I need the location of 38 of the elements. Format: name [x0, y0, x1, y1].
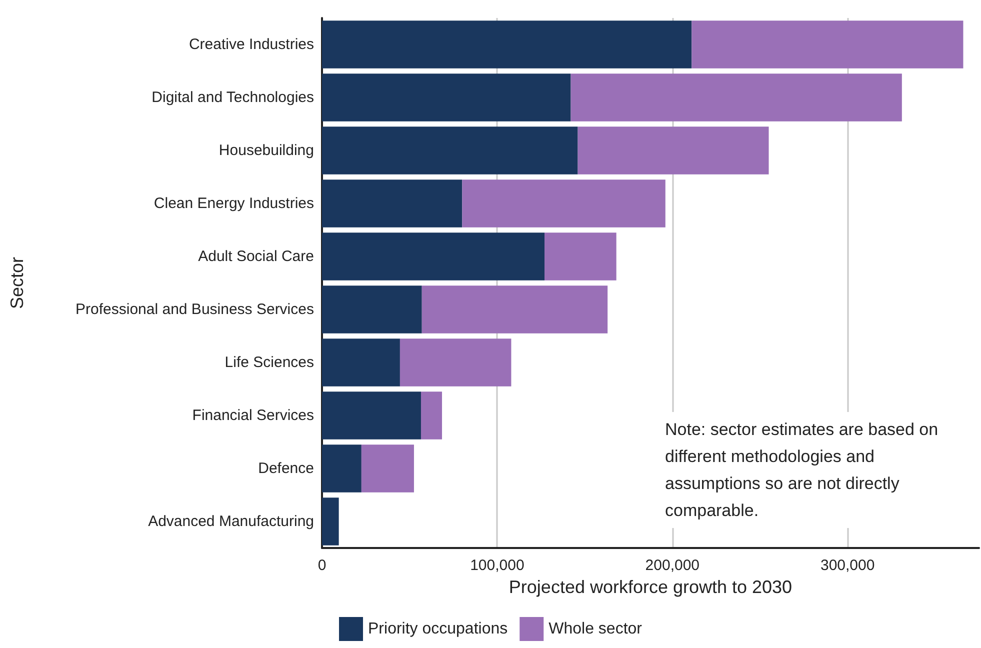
y-tick-label: Advanced Manufacturing [148, 513, 314, 530]
y-tick-label: Adult Social Care [198, 248, 314, 265]
bar [322, 74, 571, 122]
y-tick-label: Financial Services [192, 407, 314, 424]
y-tick-label: Life Sciences [224, 354, 314, 371]
y-tick-label: Clean Energy Industries [154, 195, 314, 212]
legend-label: Priority occupations [368, 620, 508, 638]
y-axis-title: Sector [7, 256, 27, 310]
x-tick-label: 300,000 [820, 557, 875, 574]
bar [322, 180, 462, 228]
legend-label: Whole sector [548, 620, 643, 638]
x-tick-label: 0 [318, 557, 326, 574]
bar [578, 126, 769, 174]
bar [570, 74, 902, 122]
bar [322, 392, 421, 440]
bar [544, 232, 616, 280]
y-tick-label: Defence [258, 460, 314, 477]
y-tick-label: Digital and Technologies [152, 89, 314, 106]
bar [322, 286, 422, 334]
bar [322, 126, 578, 174]
bar [692, 20, 964, 68]
annotation: Note: sector estimates are based on different methodologies and assumptions so are not directly comparable. [665, 420, 943, 520]
bar [422, 286, 608, 334]
bar [361, 444, 414, 492]
y-tick-label: Professional and Business Services [76, 301, 314, 318]
bar [400, 338, 512, 386]
bar [322, 498, 339, 546]
bar [322, 444, 362, 492]
bar [322, 20, 692, 68]
bar [420, 392, 442, 440]
x-tick-label: 200,000 [645, 557, 700, 574]
bar [462, 180, 666, 228]
x-axis-title: Projected workforce growth to 2030 [508, 577, 792, 597]
y-tick-label: Creative Industries [188, 36, 314, 53]
bar [322, 232, 545, 280]
x-tick-label: 100,000 [470, 557, 524, 574]
y-tick-label: Housebuilding [218, 142, 314, 159]
bar [322, 338, 400, 386]
